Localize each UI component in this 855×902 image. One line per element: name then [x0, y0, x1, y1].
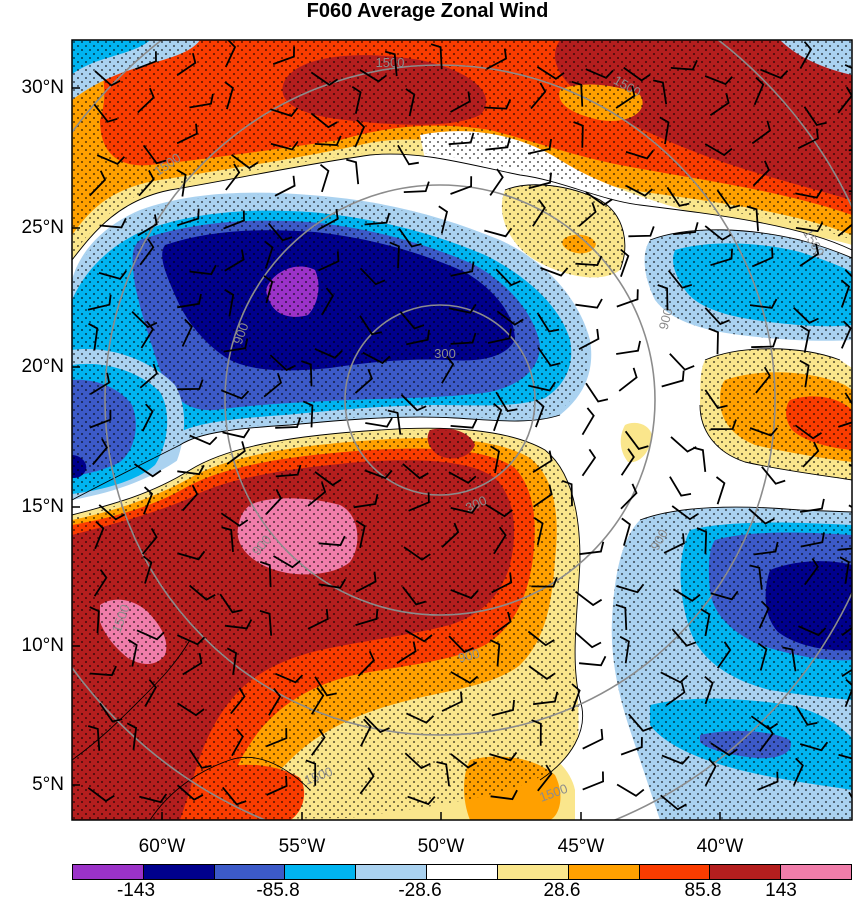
- lon-label-60w: 60°W: [122, 836, 202, 858]
- colorbar-swatch: [781, 865, 851, 879]
- lon-label-45w: 45°W: [541, 836, 621, 858]
- lat-label-25n: 25°N: [4, 217, 64, 239]
- colorbar-swatch: [569, 865, 640, 879]
- colorbar-swatch: [498, 865, 569, 879]
- colorbar-swatch: [640, 865, 711, 879]
- colorbar-label: -143: [96, 880, 176, 902]
- lat-label-5n: 5°N: [4, 774, 64, 796]
- lon-label-40w: 40°W: [680, 836, 760, 858]
- contour-label: 1500: [376, 55, 405, 70]
- colorbar-swatch: [285, 865, 356, 879]
- lat-label-10n: 10°N: [4, 635, 64, 657]
- colorbar-label: 85.8: [663, 880, 743, 902]
- colorbar-swatch: [144, 865, 215, 879]
- lon-label-50w: 50°W: [401, 836, 481, 858]
- colorbar-swatch: [215, 865, 286, 879]
- colorbar-label: -85.8: [238, 880, 318, 902]
- colorbar-swatch: [73, 865, 144, 879]
- colorbar-swatch: [356, 865, 427, 879]
- colorbar-label: 28.6: [522, 880, 602, 902]
- colorbar-label: -28.6: [380, 880, 460, 902]
- lon-label-55w: 55°W: [262, 836, 342, 858]
- colorbar-label: 143: [741, 880, 821, 902]
- lat-label-30n: 30°N: [4, 77, 64, 99]
- colorbar-swatch: [427, 865, 498, 879]
- colorbar-swatch: [710, 865, 781, 879]
- colorbar: [72, 864, 852, 880]
- lat-label-15n: 15°N: [4, 496, 64, 518]
- contour-label: 300: [434, 346, 456, 361]
- lat-label-20n: 20°N: [4, 356, 64, 378]
